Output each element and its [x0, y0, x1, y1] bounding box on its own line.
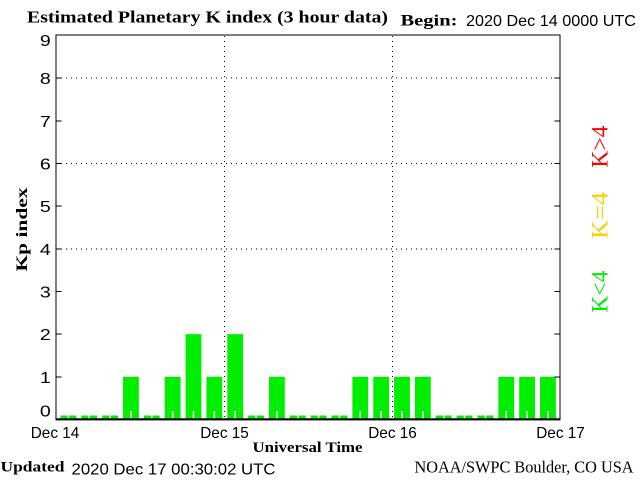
svg-text:0: 0 [40, 403, 51, 420]
svg-text:1: 1 [40, 370, 51, 387]
svg-text:3: 3 [40, 284, 51, 301]
svg-text:Dec 16: Dec 16 [368, 425, 417, 442]
svg-text:Dec 17: Dec 17 [536, 425, 585, 442]
svg-text:4: 4 [40, 242, 51, 259]
svg-text:6: 6 [40, 156, 51, 173]
svg-text:Estimated Planetary K index (3: Estimated Planetary K index (3 hour data… [27, 8, 388, 27]
svg-text:Dec 15: Dec 15 [200, 425, 249, 442]
svg-text:9: 9 [40, 33, 51, 50]
svg-text:2020 Dec 17 00:30:02 UTC: 2020 Dec 17 00:30:02 UTC [72, 462, 276, 479]
svg-text:7: 7 [40, 114, 51, 131]
svg-text:K=4: K=4 [588, 191, 613, 239]
svg-text:Universal Time: Universal Time [253, 440, 363, 456]
svg-text:Dec 14: Dec 14 [31, 425, 80, 442]
svg-text:2: 2 [40, 327, 51, 344]
svg-text:2020 Dec 14 0000 UTC: 2020 Dec 14 0000 UTC [466, 13, 636, 30]
svg-text:NOAA/SWPC Boulder, CO USA: NOAA/SWPC Boulder, CO USA [415, 458, 635, 477]
svg-text:Begin:: Begin: [401, 12, 458, 29]
svg-text:5: 5 [40, 199, 51, 216]
svg-text:K>4: K>4 [588, 125, 613, 167]
svg-text:K<4: K<4 [588, 270, 613, 312]
svg-text:Kp index: Kp index [14, 188, 31, 272]
svg-text:Updated: Updated [1, 459, 66, 475]
svg-text:8: 8 [40, 71, 51, 88]
